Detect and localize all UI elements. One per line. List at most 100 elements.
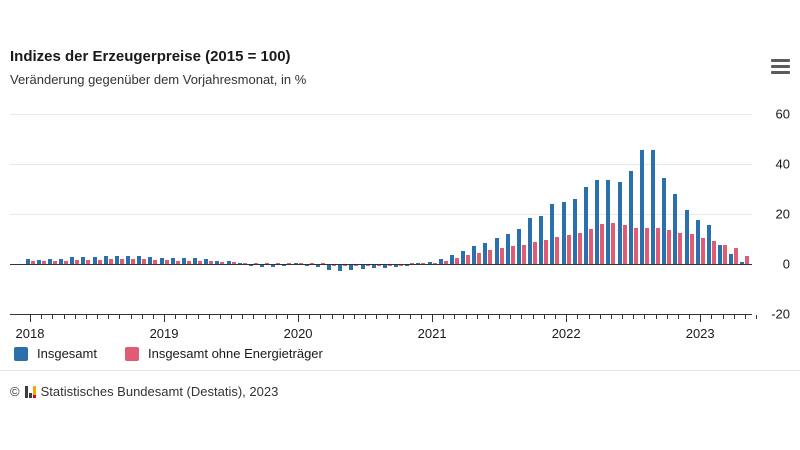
bar-ohne-energietraeger[interactable] xyxy=(30,260,35,264)
bar-insgesamt[interactable] xyxy=(595,180,600,264)
bar-ohne-energietraeger[interactable] xyxy=(689,234,694,264)
bar-insgesamt[interactable] xyxy=(349,265,354,270)
bar-ohne-energietraeger[interactable] xyxy=(175,260,180,264)
bar-insgesamt[interactable] xyxy=(315,265,320,267)
bar-ohne-energietraeger[interactable] xyxy=(64,260,68,264)
bar-insgesamt[interactable] xyxy=(170,257,175,264)
bar-ohne-energietraeger[interactable] xyxy=(745,256,750,264)
bar-ohne-energietraeger[interactable] xyxy=(298,263,303,264)
legend-item-ohne-energietraeger[interactable]: Insgesamt ohne Energieträger xyxy=(124,346,323,361)
bar-insgesamt[interactable] xyxy=(628,171,633,264)
bar-ohne-energietraeger[interactable] xyxy=(678,232,683,264)
bar-insgesamt[interactable] xyxy=(36,259,41,264)
bar-ohne-energietraeger[interactable] xyxy=(577,233,582,264)
bar-ohne-energietraeger[interactable] xyxy=(399,265,404,266)
bar-ohne-energietraeger[interactable] xyxy=(41,261,46,264)
bar-ohne-energietraeger[interactable] xyxy=(454,257,459,264)
bar-insgesamt[interactable] xyxy=(673,193,678,264)
bar-ohne-energietraeger[interactable] xyxy=(365,265,370,266)
bar-insgesamt[interactable] xyxy=(740,261,745,264)
bar-insgesamt[interactable] xyxy=(483,242,488,264)
legend-item-insgesamt[interactable]: Insgesamt xyxy=(14,346,97,361)
bar-insgesamt[interactable] xyxy=(25,258,30,264)
bar-ohne-energietraeger[interactable] xyxy=(164,260,169,264)
bar-insgesamt[interactable] xyxy=(695,219,700,264)
bar-ohne-energietraeger[interactable] xyxy=(700,238,705,264)
bar-insgesamt[interactable] xyxy=(304,265,309,266)
bar-insgesamt[interactable] xyxy=(204,259,209,264)
bar-insgesamt[interactable] xyxy=(528,218,533,264)
bar-ohne-energietraeger[interactable] xyxy=(52,260,57,264)
bar-ohne-energietraeger[interactable] xyxy=(231,262,236,264)
bar-ohne-energietraeger[interactable] xyxy=(387,265,392,266)
bar-ohne-energietraeger[interactable] xyxy=(477,252,482,264)
bar-insgesamt[interactable] xyxy=(103,256,108,264)
bar-insgesamt[interactable] xyxy=(516,228,521,264)
bar-ohne-energietraeger[interactable] xyxy=(131,259,136,264)
bar-insgesamt[interactable] xyxy=(92,256,97,264)
bar-ohne-energietraeger[interactable] xyxy=(644,228,649,264)
bar-insgesamt[interactable] xyxy=(371,265,376,268)
bar-insgesamt[interactable] xyxy=(338,265,343,271)
bar-insgesamt[interactable] xyxy=(472,246,477,264)
bar-insgesamt[interactable] xyxy=(449,254,454,264)
bar-insgesamt[interactable] xyxy=(226,261,231,264)
bar-insgesamt[interactable] xyxy=(248,265,253,266)
bar-insgesamt[interactable] xyxy=(651,149,656,264)
bar-insgesamt[interactable] xyxy=(81,256,86,264)
bar-insgesamt[interactable] xyxy=(505,234,510,264)
bar-ohne-energietraeger[interactable] xyxy=(443,261,448,264)
bar-insgesamt[interactable] xyxy=(159,257,164,264)
bar-ohne-energietraeger[interactable] xyxy=(119,259,124,264)
bar-ohne-energietraeger[interactable] xyxy=(600,224,605,264)
bar-ohne-energietraeger[interactable] xyxy=(611,222,616,264)
bar-ohne-energietraeger[interactable] xyxy=(589,229,593,264)
bar-insgesamt[interactable] xyxy=(684,210,689,264)
bar-insgesamt[interactable] xyxy=(70,257,75,264)
bar-ohne-energietraeger[interactable] xyxy=(555,236,560,264)
bar-insgesamt[interactable] xyxy=(260,265,265,267)
bar-insgesamt[interactable] xyxy=(584,186,588,264)
bar-ohne-energietraeger[interactable] xyxy=(97,259,102,264)
bar-insgesamt[interactable] xyxy=(572,199,577,264)
bar-insgesamt[interactable] xyxy=(193,257,198,264)
bar-ohne-energietraeger[interactable] xyxy=(544,240,549,264)
bar-ohne-energietraeger[interactable] xyxy=(287,263,292,264)
bar-ohne-energietraeger[interactable] xyxy=(220,261,225,264)
bar-ohne-energietraeger[interactable] xyxy=(253,262,258,264)
bar-insgesamt[interactable] xyxy=(282,265,287,266)
bar-insgesamt[interactable] xyxy=(606,180,611,264)
bar-insgesamt[interactable] xyxy=(729,253,734,264)
bar-ohne-energietraeger[interactable] xyxy=(488,250,493,264)
bar-ohne-energietraeger[interactable] xyxy=(75,260,80,264)
bar-ohne-energietraeger[interactable] xyxy=(633,227,638,264)
bar-insgesamt[interactable] xyxy=(59,259,63,264)
bar-insgesamt[interactable] xyxy=(539,216,544,264)
bar-insgesamt[interactable] xyxy=(494,238,499,264)
bar-insgesamt[interactable] xyxy=(382,265,387,268)
bar-ohne-energietraeger[interactable] xyxy=(499,248,504,264)
bar-ohne-energietraeger[interactable] xyxy=(309,263,314,264)
bar-ohne-energietraeger[interactable] xyxy=(209,261,214,264)
bar-insgesamt[interactable] xyxy=(215,261,220,264)
bar-insgesamt[interactable] xyxy=(662,177,667,264)
bar-ohne-energietraeger[interactable] xyxy=(723,245,728,264)
bar-ohne-energietraeger[interactable] xyxy=(265,263,270,264)
bar-insgesamt[interactable] xyxy=(181,258,186,264)
bar-insgesamt[interactable] xyxy=(405,265,410,267)
bar-ohne-energietraeger[interactable] xyxy=(198,261,203,264)
bar-insgesamt[interactable] xyxy=(271,265,276,267)
bar-insgesamt[interactable] xyxy=(461,251,466,264)
bar-ohne-energietraeger[interactable] xyxy=(276,263,281,264)
bar-ohne-energietraeger[interactable] xyxy=(410,263,415,264)
bar-insgesamt[interactable] xyxy=(126,255,131,264)
bar-insgesamt[interactable] xyxy=(617,182,622,264)
bar-insgesamt[interactable] xyxy=(718,245,723,264)
bar-ohne-energietraeger[interactable] xyxy=(533,241,538,264)
bar-ohne-energietraeger[interactable] xyxy=(332,265,337,266)
bar-ohne-energietraeger[interactable] xyxy=(354,265,359,266)
bar-ohne-energietraeger[interactable] xyxy=(376,265,381,266)
bar-ohne-energietraeger[interactable] xyxy=(711,241,716,264)
bar-ohne-energietraeger[interactable] xyxy=(343,265,348,267)
bar-insgesamt[interactable] xyxy=(394,265,399,267)
